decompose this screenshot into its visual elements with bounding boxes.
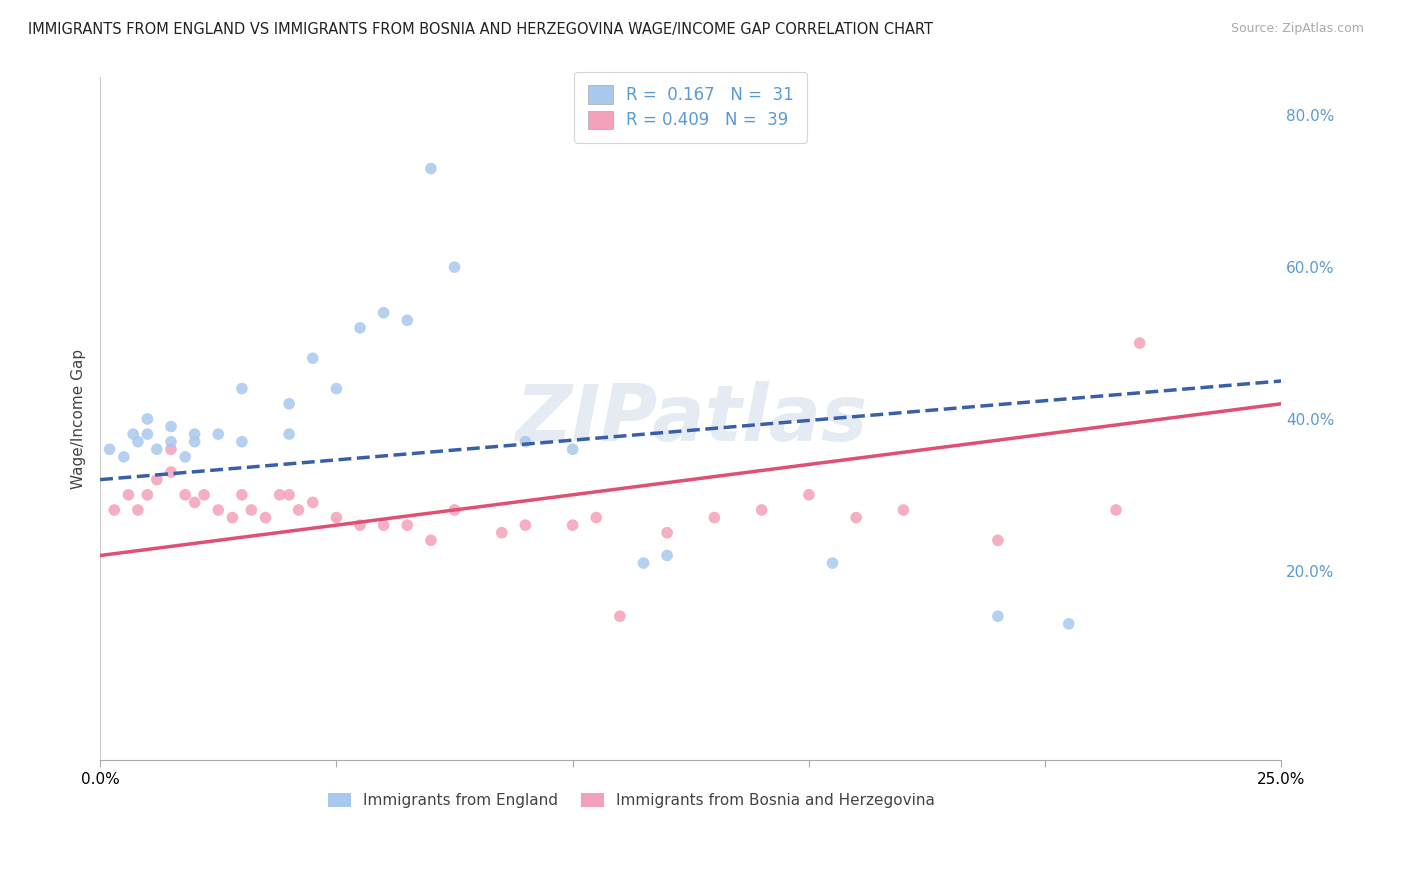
Point [561,518,583,533]
Point [221,510,243,524]
Point [174,488,197,502]
Y-axis label: Wage/Income Gap: Wage/Income Gap [72,349,86,489]
Point [349,518,371,533]
Point [136,488,159,502]
Point [325,510,347,524]
Point [515,434,537,449]
Point [269,488,291,502]
Point [231,382,253,396]
Point [585,510,607,524]
Point [609,609,631,624]
Point [231,434,253,449]
Point [146,442,169,457]
Point [278,427,301,442]
Point [396,313,419,327]
Point [797,488,820,502]
Point [103,503,125,517]
Point [845,510,868,524]
Point [160,434,183,449]
Point [443,260,465,274]
Point [419,533,441,548]
Text: Source: ZipAtlas.com: Source: ZipAtlas.com [1230,22,1364,36]
Point [301,495,323,509]
Point [1057,616,1080,631]
Point [893,503,915,517]
Point [117,488,139,502]
Point [207,427,229,442]
Point [349,321,371,335]
Text: ZIPatlas: ZIPatlas [515,381,868,457]
Point [122,427,145,442]
Point [174,450,197,464]
Point [491,525,513,540]
Point [633,556,655,570]
Legend: Immigrants from England, Immigrants from Bosnia and Herzegovina: Immigrants from England, Immigrants from… [322,787,942,814]
Point [655,525,678,540]
Point [419,161,441,176]
Point [396,518,419,533]
Point [112,450,135,464]
Point [325,382,347,396]
Point [183,495,205,509]
Point [373,306,395,320]
Point [98,442,121,457]
Point [821,556,844,570]
Point [655,549,678,563]
Point [127,503,149,517]
Point [703,510,725,524]
Point [987,533,1010,548]
Point [515,518,537,533]
Point [443,503,465,517]
Text: IMMIGRANTS FROM ENGLAND VS IMMIGRANTS FROM BOSNIA AND HERZEGOVINA WAGE/INCOME GA: IMMIGRANTS FROM ENGLAND VS IMMIGRANTS FR… [28,22,934,37]
Point [136,412,159,426]
Point [127,434,149,449]
Point [278,488,301,502]
Point [1105,503,1128,517]
Point [231,488,253,502]
Point [373,518,395,533]
Point [561,442,583,457]
Point [240,503,263,517]
Point [987,609,1010,624]
Point [160,419,183,434]
Point [183,427,205,442]
Point [254,510,277,524]
Point [136,427,159,442]
Point [193,488,215,502]
Point [207,503,229,517]
Point [1129,336,1152,351]
Point [751,503,773,517]
Point [160,465,183,479]
Point [278,397,301,411]
Point [160,442,183,457]
Point [146,473,169,487]
Point [183,434,205,449]
Point [301,351,323,366]
Point [287,503,309,517]
